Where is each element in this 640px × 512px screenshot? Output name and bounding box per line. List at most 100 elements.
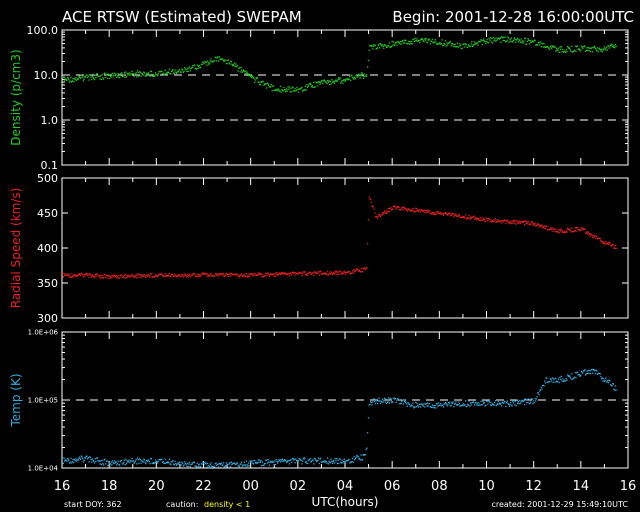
density-data-point: [489, 39, 491, 41]
speed-data-point: [180, 275, 182, 278]
density-data-point: [261, 80, 264, 83]
density-data-point: [491, 37, 493, 40]
temp-data-point: [125, 463, 128, 465]
temp-data-point: [206, 466, 208, 468]
speed-data-point: [182, 274, 184, 276]
temp-data-point: [453, 403, 456, 405]
speed-data-point: [453, 214, 456, 216]
speed-data-point: [193, 273, 196, 275]
density-data-point: [109, 75, 112, 77]
density-data-point: [445, 45, 447, 47]
density-data-point: [384, 44, 386, 46]
density-data-point: [530, 41, 532, 43]
density-data-point: [81, 75, 83, 77]
density-data-point: [149, 75, 151, 78]
speed-data-point: [80, 272, 82, 274]
temp-data-point: [485, 400, 488, 402]
speed-data-point: [170, 274, 173, 276]
temp-data-point: [93, 462, 96, 464]
density-data-point: [392, 44, 394, 47]
temp-data-point: [296, 459, 298, 462]
speed-data-point: [239, 274, 241, 276]
temp-data-point: [302, 460, 304, 462]
speed-data-point: [182, 276, 184, 278]
temp-data-point: [578, 374, 581, 376]
temp-data-point: [236, 462, 238, 464]
speed-data-point: [462, 215, 465, 218]
speed-data-point: [128, 274, 130, 276]
speed-data-point: [332, 272, 334, 274]
density-y-axis-label: Density (p/cm3): [9, 49, 23, 145]
temp-data-point: [271, 461, 273, 464]
speed-data-point: [494, 218, 497, 220]
temp-data-point: [222, 462, 225, 464]
temp-data-point: [295, 458, 297, 460]
speed-data-point: [492, 220, 494, 222]
speed-data-point: [90, 274, 92, 277]
speed-data-point: [517, 221, 519, 223]
temp-data-point: [439, 404, 441, 406]
speed-data-point: [538, 226, 540, 228]
temp-data-point: [541, 388, 543, 390]
temp-data-point: [585, 374, 587, 376]
density-data-point: [578, 48, 580, 50]
temp-data-point: [384, 401, 386, 403]
speed-data-point: [139, 273, 141, 275]
temp-data-point: [250, 461, 252, 463]
speed-data-point: [184, 274, 187, 276]
speed-data-point: [187, 276, 189, 278]
density-data-point: [162, 72, 164, 74]
density-data-point: [310, 83, 312, 86]
temp-data-point: [473, 400, 475, 402]
speed-data-point: [576, 226, 578, 229]
speed-data-point: [275, 272, 277, 274]
temp-data-point: [108, 462, 110, 464]
temp-data-point: [501, 401, 504, 403]
speed-data-point: [488, 218, 490, 220]
speed-data-point: [185, 274, 187, 277]
density-data-point: [486, 39, 488, 41]
speed-data-point: [259, 272, 261, 274]
density-data-point: [270, 86, 272, 88]
speed-data-point: [291, 271, 293, 274]
density-data-point: [258, 81, 260, 83]
temp-data-point: [533, 400, 535, 402]
density-data-point: [502, 39, 504, 42]
density-data-point: [336, 80, 338, 82]
speed-data-point: [514, 222, 516, 224]
density-data-point: [132, 73, 134, 75]
density-data-point: [569, 47, 571, 50]
density-data-point: [71, 81, 73, 83]
temp-data-point: [544, 382, 547, 384]
temp-data-point: [426, 402, 429, 404]
temp-data-point: [410, 404, 413, 406]
density-data-point: [68, 79, 70, 81]
speed-data-point: [392, 208, 394, 210]
density-data-point: [234, 62, 236, 64]
temp-data-point: [504, 401, 506, 403]
density-data-point: [410, 40, 413, 43]
temp-data-point: [372, 398, 375, 400]
temp-data-point: [440, 402, 442, 405]
temp-data-point: [217, 463, 219, 465]
speed-data-point: [237, 275, 239, 277]
temp-data-point: [153, 462, 155, 465]
speed-data-point: [163, 275, 165, 278]
density-data-point: [90, 76, 92, 78]
temp-data-point: [74, 460, 76, 462]
density-data-point: [397, 41, 399, 43]
density-data-point: [545, 46, 547, 49]
density-data-point: [428, 39, 430, 41]
density-data-point: [332, 80, 334, 82]
speed-data-point: [570, 231, 572, 233]
temp-data-point: [564, 380, 566, 382]
temp-data-point: [380, 400, 382, 402]
speed-data-point: [220, 273, 222, 275]
speed-data-point: [123, 276, 125, 278]
temp-data-point: [83, 459, 85, 461]
temp-data-point: [607, 382, 610, 384]
speed-data-point: [591, 236, 594, 239]
speed-data-point: [369, 198, 371, 200]
speed-data-point: [306, 274, 309, 276]
density-data-point: [227, 59, 230, 61]
